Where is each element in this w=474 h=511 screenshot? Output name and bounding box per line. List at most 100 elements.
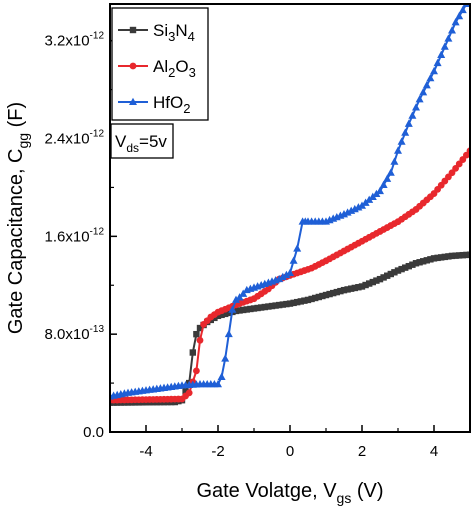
data-point (228, 305, 237, 313)
data-point (275, 274, 284, 283)
data-point (297, 298, 304, 305)
data-point (289, 256, 298, 264)
series-layer (110, 4, 470, 406)
y-tick-label: 1.6x10-12 (45, 226, 105, 245)
data-point (430, 255, 438, 262)
data-point (455, 11, 464, 20)
data-point (254, 304, 261, 312)
data-point (394, 146, 402, 154)
data-point (232, 307, 240, 315)
data-point (448, 26, 456, 34)
legend-marker (129, 97, 137, 105)
data-point (390, 157, 399, 165)
data-point (426, 73, 435, 82)
data-point (286, 300, 294, 307)
data-point (398, 265, 405, 273)
data-point (286, 268, 294, 277)
data-point (402, 264, 409, 271)
data-point (387, 270, 394, 278)
data-point (283, 300, 290, 308)
data-point (225, 309, 232, 317)
data-point (405, 262, 412, 270)
series-2 (110, 4, 470, 400)
data-point (247, 305, 254, 313)
y-axis-title: Gate Capacitance, Cgg (F) (5, 102, 31, 334)
data-point (279, 301, 286, 308)
legend-item: HfO2 (118, 93, 190, 116)
data-point (452, 252, 459, 259)
data-point (193, 330, 200, 338)
data-point (344, 286, 351, 293)
data-point (268, 302, 276, 310)
data-point (355, 284, 362, 291)
legend-marker (129, 62, 137, 70)
data-point (278, 272, 287, 281)
data-point (394, 267, 402, 274)
data-point (441, 253, 448, 261)
x-tick-label: -4 (139, 443, 152, 460)
data-point (386, 168, 395, 176)
data-point (397, 137, 406, 145)
data-point (409, 261, 416, 268)
legend-label: HfO2 (153, 93, 190, 116)
data-point (373, 277, 380, 284)
data-point (189, 349, 196, 356)
data-point (304, 296, 312, 304)
data-point (408, 111, 417, 119)
data-point (322, 291, 330, 299)
data-point (239, 289, 248, 297)
data-point (308, 295, 315, 303)
data-point (358, 283, 366, 290)
data-point (445, 253, 452, 260)
svg-text:Vds=5v: Vds=5v (115, 132, 167, 155)
data-point (282, 270, 291, 279)
data-point (261, 303, 268, 311)
data-point (444, 34, 453, 42)
data-point (458, 5, 467, 14)
data-point (412, 260, 420, 267)
legend-item: Si3N4 (118, 21, 195, 44)
data-point (383, 174, 392, 182)
data-point (351, 284, 358, 292)
data-point (376, 186, 384, 195)
data-point (218, 311, 225, 319)
data-point (423, 257, 430, 264)
legend: Si3N4 Al2O3 HfO2 (111, 7, 209, 121)
data-point (412, 103, 420, 111)
data-point (182, 388, 189, 395)
data-point (448, 252, 456, 260)
data-point (366, 280, 373, 287)
data-point (438, 254, 445, 261)
y-tick-label: 3.2x10-12 (45, 31, 105, 50)
legend-label: Al2O3 (153, 57, 196, 80)
data-point (243, 306, 250, 313)
data-point (427, 256, 434, 263)
data-point (185, 389, 193, 397)
data-point (384, 272, 391, 279)
data-point (451, 18, 460, 26)
x-tick-label: 0 (286, 443, 294, 460)
data-point (437, 50, 446, 58)
data-point (376, 275, 384, 283)
data-point (319, 292, 326, 300)
data-point (214, 312, 222, 320)
bias-condition-label: Vds=5v (110, 123, 174, 159)
y-tick-label: 8.0x10-13 (45, 324, 105, 343)
data-point (433, 58, 442, 67)
data-point (420, 258, 427, 265)
data-point (240, 306, 247, 314)
data-point (391, 269, 398, 276)
data-point (333, 288, 340, 296)
data-point (369, 278, 376, 286)
data-point (430, 66, 438, 75)
data-point (276, 301, 283, 309)
data-point (235, 293, 244, 301)
data-point (196, 336, 204, 344)
data-point (312, 294, 319, 302)
data-point (456, 252, 463, 259)
data-point (250, 305, 258, 312)
data-point (340, 286, 348, 294)
data-point (416, 259, 423, 266)
y-tick-label: 2.4x10-12 (45, 129, 105, 148)
